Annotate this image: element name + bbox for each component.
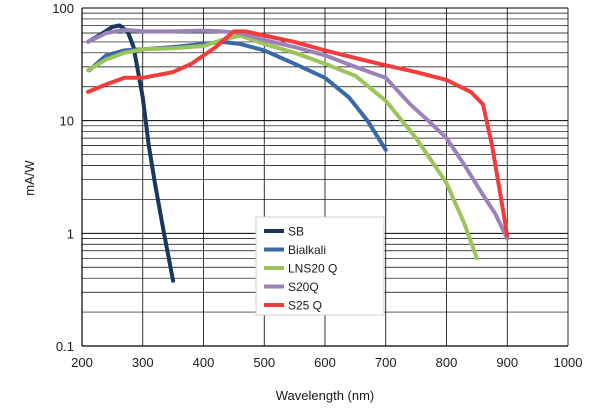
series-line-sb bbox=[86, 23, 176, 283]
y-tick-label: 100 bbox=[52, 1, 74, 16]
series-line-s25-q bbox=[86, 29, 510, 238]
legend-label: LNS20 Q bbox=[288, 262, 337, 276]
x-tick-label: 800 bbox=[436, 355, 458, 370]
x-tick-label: 700 bbox=[375, 355, 397, 370]
legend-label: SB bbox=[288, 225, 304, 239]
x-axis-title: Wavelength (nm) bbox=[276, 388, 375, 403]
legend: SB Bialkali LNS20 Q S20Q S25 Q bbox=[255, 216, 385, 316]
x-tick-label: 300 bbox=[132, 355, 154, 370]
y-axis-title: mA/W bbox=[22, 160, 37, 196]
y-tick-label: 1 bbox=[67, 226, 74, 241]
tick-labels: 200 300 400 500 600 700 800 900 1000 0.1 1 10 100 bbox=[52, 1, 582, 370]
x-tick-label: 600 bbox=[314, 355, 336, 370]
legend-label: S25 Q bbox=[288, 299, 322, 313]
y-tick-label: 10 bbox=[60, 114, 74, 129]
legend-label: S20Q bbox=[288, 280, 319, 294]
legend-label: Bialkali bbox=[288, 243, 326, 257]
x-tick-label: 1000 bbox=[554, 355, 583, 370]
series-line-lns20-q bbox=[86, 33, 479, 261]
x-tick-label: 500 bbox=[253, 355, 275, 370]
y-tick-label: 0.1 bbox=[56, 339, 74, 354]
x-tick-label: 900 bbox=[496, 355, 518, 370]
axes bbox=[81, 8, 568, 347]
x-tick-label: 200 bbox=[71, 355, 93, 370]
series-line-s20q bbox=[86, 27, 510, 241]
x-tick-label: 400 bbox=[193, 355, 215, 370]
series-layer bbox=[86, 23, 510, 283]
